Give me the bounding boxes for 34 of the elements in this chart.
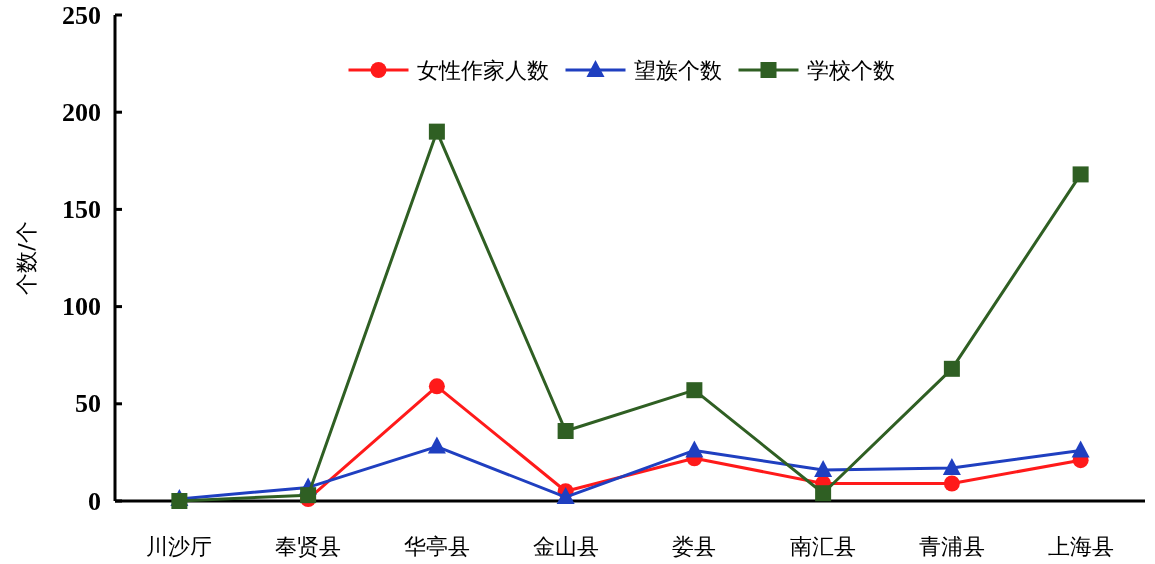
point — [171, 493, 188, 509]
point — [943, 475, 960, 492]
point — [1071, 440, 1090, 458]
point — [815, 485, 832, 502]
x-tick-label: 华亭县 — [403, 533, 470, 559]
point — [814, 459, 833, 477]
point — [428, 378, 445, 395]
x-tick-label: 川沙厅 — [146, 533, 213, 559]
y-tick-label: 50 — [75, 389, 101, 419]
x-tick-label: 金山县 — [532, 533, 599, 559]
legend-label: 望族个数 — [633, 57, 722, 83]
point — [943, 360, 960, 377]
point — [428, 123, 445, 140]
point — [556, 487, 575, 505]
point — [942, 457, 961, 475]
y-tick-label: 100 — [62, 292, 101, 322]
x-tick-label: 南汇县 — [790, 533, 857, 559]
x-tick-label: 奉贤县 — [275, 533, 342, 559]
point — [300, 487, 317, 504]
point — [557, 423, 574, 440]
legend-label: 女性作家人数 — [416, 57, 549, 83]
y-axis-title: 个数/个 — [13, 221, 39, 295]
point — [686, 382, 703, 399]
point — [685, 440, 704, 458]
x-tick-label: 上海县 — [1047, 533, 1114, 559]
y-tick-label: 250 — [62, 0, 101, 30]
point — [1072, 166, 1089, 183]
legend-label: 学校个数 — [806, 57, 895, 83]
x-tick-label: 青浦县 — [918, 533, 985, 559]
x-tick-label: 娄县 — [672, 533, 717, 559]
y-tick-label: 200 — [62, 97, 101, 127]
point — [427, 436, 446, 454]
y-tick-label: 0 — [88, 486, 101, 516]
y-tick-label: 150 — [62, 194, 101, 224]
